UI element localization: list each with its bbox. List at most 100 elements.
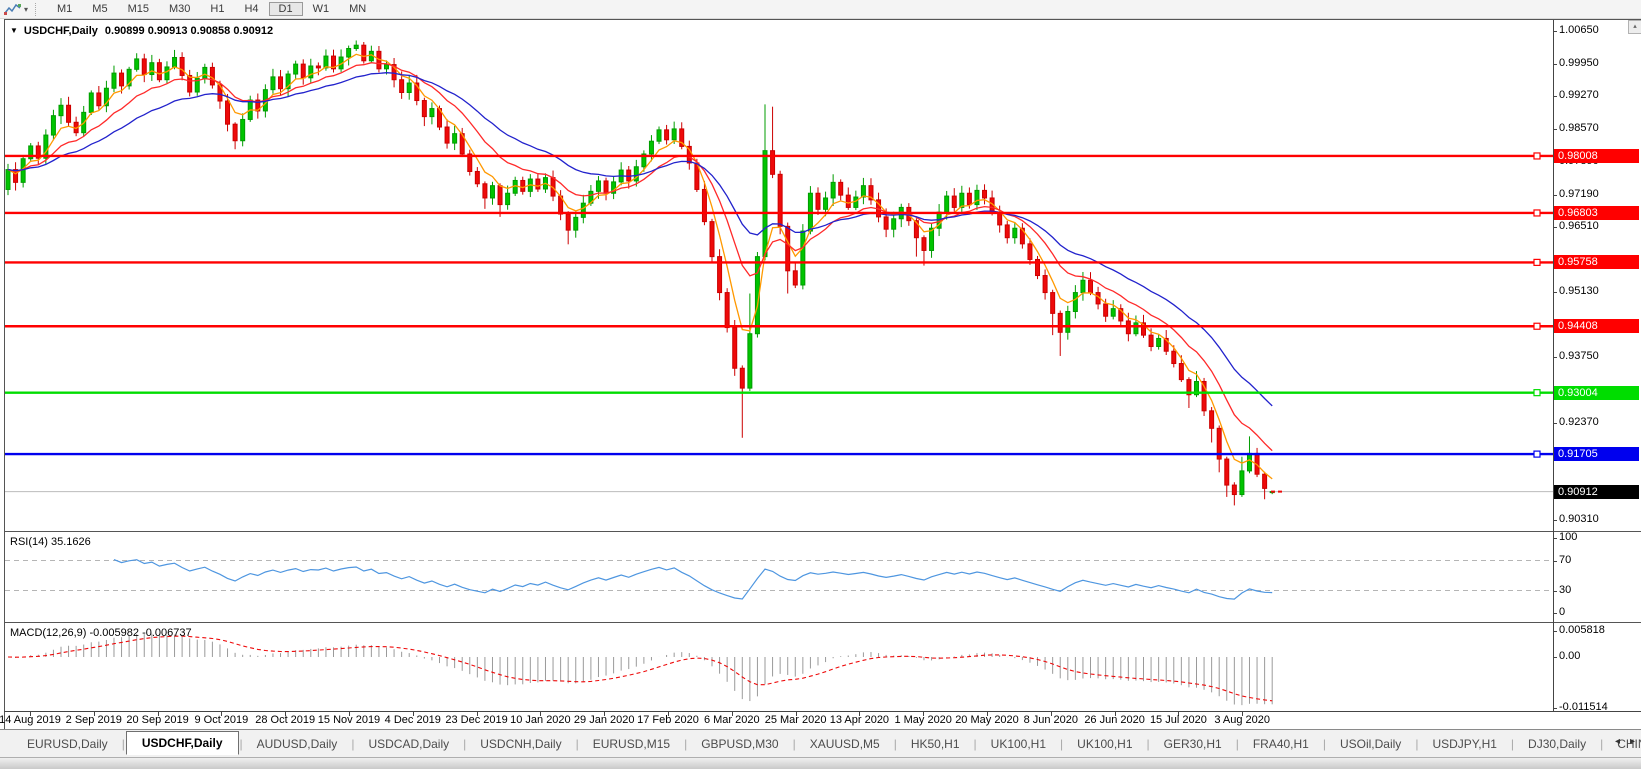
price-axis-tick-mark xyxy=(1553,194,1557,196)
tab-separator: | xyxy=(121,736,125,751)
tab-separator: | xyxy=(1510,736,1515,751)
tab-fra40-h1[interactable]: FRA40,H1 xyxy=(1252,736,1309,751)
rsi-indicator-pane[interactable] xyxy=(5,532,1553,622)
rsi-axis-label: 30 xyxy=(1559,583,1572,596)
timeframe-button-w1[interactable]: W1 xyxy=(312,2,330,15)
toolbar: ▾ M1 M5 M15 M30 H1 H4 D1 W1 MN xyxy=(0,0,1641,19)
time-axis-tick-mark xyxy=(476,712,478,716)
timeframe-button-h4[interactable]: H4 xyxy=(244,2,259,15)
price-chart-pane[interactable] xyxy=(5,20,1553,531)
rsi-axis-label: 0 xyxy=(1559,606,1566,618)
timeframe-button-m30[interactable]: M30 xyxy=(168,2,191,15)
tab-hk50-h1[interactable]: HK50,H1 xyxy=(910,736,960,751)
timeframe-button-mn[interactable]: MN xyxy=(349,2,367,15)
tab-separator: | xyxy=(1146,736,1150,751)
price-axis-tick-mark xyxy=(1553,520,1557,522)
macd-histogram xyxy=(15,633,1273,706)
timeframe-button-m1[interactable]: M1 xyxy=(57,2,73,15)
collapse-caret-icon[interactable]: ▼ xyxy=(10,26,18,35)
time-axis-label: 6 Mar 2020 xyxy=(703,714,760,726)
chart-symbol: USDCHF,Daily xyxy=(23,25,98,37)
price-axis-tick-mark xyxy=(1553,292,1557,294)
price-axis-tick-mark xyxy=(1553,64,1557,66)
tab-usdcnh-daily[interactable]: USDCNH,Daily xyxy=(480,736,562,751)
tab-usdcad-daily[interactable]: USDCAD,Daily xyxy=(368,736,450,751)
price-level-badge: 0.91705 xyxy=(1554,447,1639,462)
macd-indicator-pane[interactable] xyxy=(5,623,1553,711)
window-top-border xyxy=(4,19,1641,20)
price-axis-tick-mark xyxy=(1553,96,1557,98)
time-axis-tick-mark xyxy=(987,712,988,716)
time-axis-tick-mark xyxy=(157,712,159,716)
time-axis-tick-mark xyxy=(795,712,797,716)
tab-separator: | xyxy=(1322,736,1326,751)
timeframe-button-h1[interactable]: H1 xyxy=(210,2,225,15)
tab-separator: | xyxy=(1060,736,1064,751)
time-axis-label: 29 Jan 2020 xyxy=(573,714,635,726)
timeframe-button-m5[interactable]: M5 xyxy=(92,2,108,15)
macd-indicator-label: MACD(12,26,9) -0.005982 -0.006737 xyxy=(10,627,192,639)
tab-eurusd-m15[interactable]: EURUSD,M15 xyxy=(592,736,671,751)
price-level-badge: 0.95758 xyxy=(1554,255,1639,270)
price-axis-tick-mark xyxy=(1553,129,1557,131)
time-axis-label: 13 Apr 2020 xyxy=(829,714,890,726)
chart-tab-bar: EURUSD,Daily | USDCHF,Daily | AUDUSD,Daily | U… xyxy=(0,730,1641,757)
tab-dj30-daily[interactable]: DJ30,Daily xyxy=(1528,736,1587,751)
price-axis-label: 0.95130 xyxy=(1559,285,1599,298)
pane-separator-macd xyxy=(4,622,1641,623)
price-level-badge: 0.94408 xyxy=(1554,319,1639,334)
current-price-badge: 0.90912 xyxy=(1554,484,1639,499)
status-bar xyxy=(0,757,1641,769)
tab-gbpusd-m30[interactable]: GBPUSD,M30 xyxy=(701,736,779,751)
pane-separator-rsi xyxy=(4,531,1641,532)
time-axis-tick-mark xyxy=(1050,712,1052,716)
tab-scroll-left-button[interactable]: ◂ xyxy=(1614,736,1620,747)
price-axis-label: 0.96510 xyxy=(1559,219,1599,232)
timeframe-button-m15[interactable]: M15 xyxy=(127,2,149,15)
timeframe-button-d1[interactable]: D1 xyxy=(268,1,303,16)
window-bottom-border xyxy=(0,729,1641,730)
time-axis-label: 15 Jul 2020 xyxy=(1149,714,1207,726)
timeframe-button-group: M1 M5 M15 M30 H1 H4 D1 W1 MN xyxy=(47,1,376,17)
candles xyxy=(5,40,1275,506)
tab-uk100-h1[interactable]: UK100,H1 xyxy=(990,736,1047,751)
macd-axis-tick-mark xyxy=(1553,631,1557,633)
horizontal-level-lines[interactable] xyxy=(5,152,1553,458)
toolbar-dropdown-caret-icon[interactable]: ▾ xyxy=(24,4,29,14)
time-axis-label: 4 Dec 2019 xyxy=(384,714,441,726)
time-axis-tick-mark xyxy=(285,712,287,716)
time-axis-label: 10 Jan 2020 xyxy=(510,714,571,726)
tab-china300-h4[interactable]: CHINA300,H4 xyxy=(1617,736,1641,751)
time-axis-label: 9 Oct 2019 xyxy=(194,714,249,726)
price-level-badge: 0.96803 xyxy=(1554,205,1639,220)
time-axis-tick-mark xyxy=(731,712,733,716)
tab-audusd-daily[interactable]: AUDUSD,Daily xyxy=(256,736,338,751)
price-level-badge: 0.93004 xyxy=(1554,385,1639,400)
tab-separator: | xyxy=(463,736,467,751)
macd-axis-label: 0.005818 xyxy=(1559,624,1605,637)
time-axis-tick-mark xyxy=(668,712,669,716)
tab-usdjpy-h1[interactable]: USDJPY,H1 xyxy=(1432,736,1497,751)
time-axis-tick-mark xyxy=(93,712,95,716)
macd-axis-label: 0.00 xyxy=(1559,650,1581,662)
tab-uk100-h1[interactable]: UK100,H1 xyxy=(1077,736,1133,751)
tab-separator: | xyxy=(1600,736,1604,751)
moving-average-lines xyxy=(7,53,1273,480)
chart-tool-icon[interactable] xyxy=(3,2,23,16)
tab-xauusd-m5[interactable]: XAUUSD,M5 xyxy=(809,736,880,751)
tab-ger30-h1[interactable]: GER30,H1 xyxy=(1163,736,1222,751)
rsi-axis-tick-mark xyxy=(1553,538,1557,539)
tab-eurusd-daily[interactable]: EURUSD,Daily xyxy=(27,736,108,751)
tab-usdchf-daily[interactable]: USDCHF,Daily xyxy=(125,730,239,755)
tab-separator: | xyxy=(351,736,355,751)
macd-axis-tick-mark xyxy=(1553,657,1557,658)
tab-separator: | xyxy=(575,736,579,751)
chart-scroll-up-button[interactable]: ▴ xyxy=(1628,20,1641,34)
time-axis-label: 8 Jun 2020 xyxy=(1023,714,1079,726)
tab-scroll-right-button[interactable]: ▸ xyxy=(1629,736,1635,747)
tab-usoil-daily[interactable]: USOil,Daily xyxy=(1339,736,1402,751)
time-axis-label: 17 Feb 2020 xyxy=(637,714,699,726)
rsi-axis-tick-mark xyxy=(1553,613,1557,614)
price-axis-border xyxy=(1553,20,1554,711)
price-axis-label: 0.90310 xyxy=(1559,513,1599,526)
